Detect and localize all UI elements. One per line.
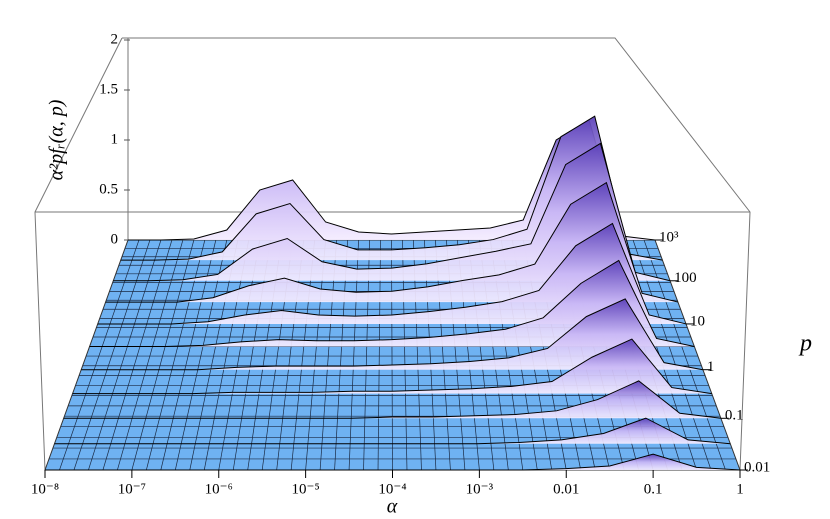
surface-line — [113, 142, 671, 282]
surface-line — [120, 115, 663, 261]
y-tick-label: 0.1 — [725, 408, 744, 424]
x-tick-label: 10⁻⁵ — [292, 481, 320, 497]
surface-band — [105, 182, 678, 303]
surface-band — [113, 143, 671, 281]
z-tick-label: 1 — [111, 131, 119, 147]
x-tick-label: 0.1 — [644, 481, 663, 497]
floor-grid — [88, 239, 162, 471]
surface-band — [97, 223, 687, 324]
y-tick-label: 10³ — [659, 229, 679, 245]
surface-band — [81, 298, 703, 370]
x-tick-label: 10⁻⁸ — [31, 481, 59, 497]
x-tick-label: 1 — [736, 481, 744, 497]
surface-line — [63, 380, 721, 419]
y-tick-label: 0.01 — [744, 459, 770, 475]
y-axis-label: p — [798, 331, 812, 357]
surface-line — [45, 453, 741, 471]
floor-grid — [73, 239, 151, 471]
x-tick-label: 0.01 — [553, 481, 579, 497]
floor-grid — [59, 239, 140, 471]
surface-line — [54, 417, 731, 445]
surface-line — [105, 181, 679, 303]
x-tick-label: 10⁻⁴ — [378, 481, 406, 497]
floor-grid — [102, 239, 173, 471]
surface-line — [97, 222, 687, 325]
surface-line — [81, 298, 704, 371]
z-tick-label: 1.5 — [99, 81, 118, 97]
y-tick-label: 1 — [707, 359, 715, 375]
surface-band — [54, 418, 731, 444]
z-tick-label: 0 — [111, 231, 119, 247]
surface-band — [89, 260, 695, 347]
x-tick-label: 10⁻⁷ — [118, 481, 146, 497]
surface-band — [120, 116, 663, 261]
box-frame — [34, 37, 751, 471]
surface-band — [63, 380, 721, 419]
z-axis-label: α²pfᵣ(α, p) — [46, 99, 68, 180]
floor-grid — [117, 239, 184, 471]
x-axis-label: α — [387, 496, 398, 518]
surface-band — [128, 120, 655, 240]
y-tick-label: 100 — [674, 270, 697, 286]
z-tick-label: 2 — [111, 31, 119, 47]
floor-grid — [131, 239, 195, 471]
x-tick-label: 10⁻⁶ — [205, 481, 233, 497]
surface-line — [89, 259, 695, 347]
z-tick-label: 0.5 — [99, 181, 118, 197]
x-tick-label: 10⁻³ — [466, 481, 494, 497]
y-tick-label: 10 — [690, 313, 705, 329]
surface-line — [72, 338, 712, 395]
surface-band — [45, 454, 740, 470]
